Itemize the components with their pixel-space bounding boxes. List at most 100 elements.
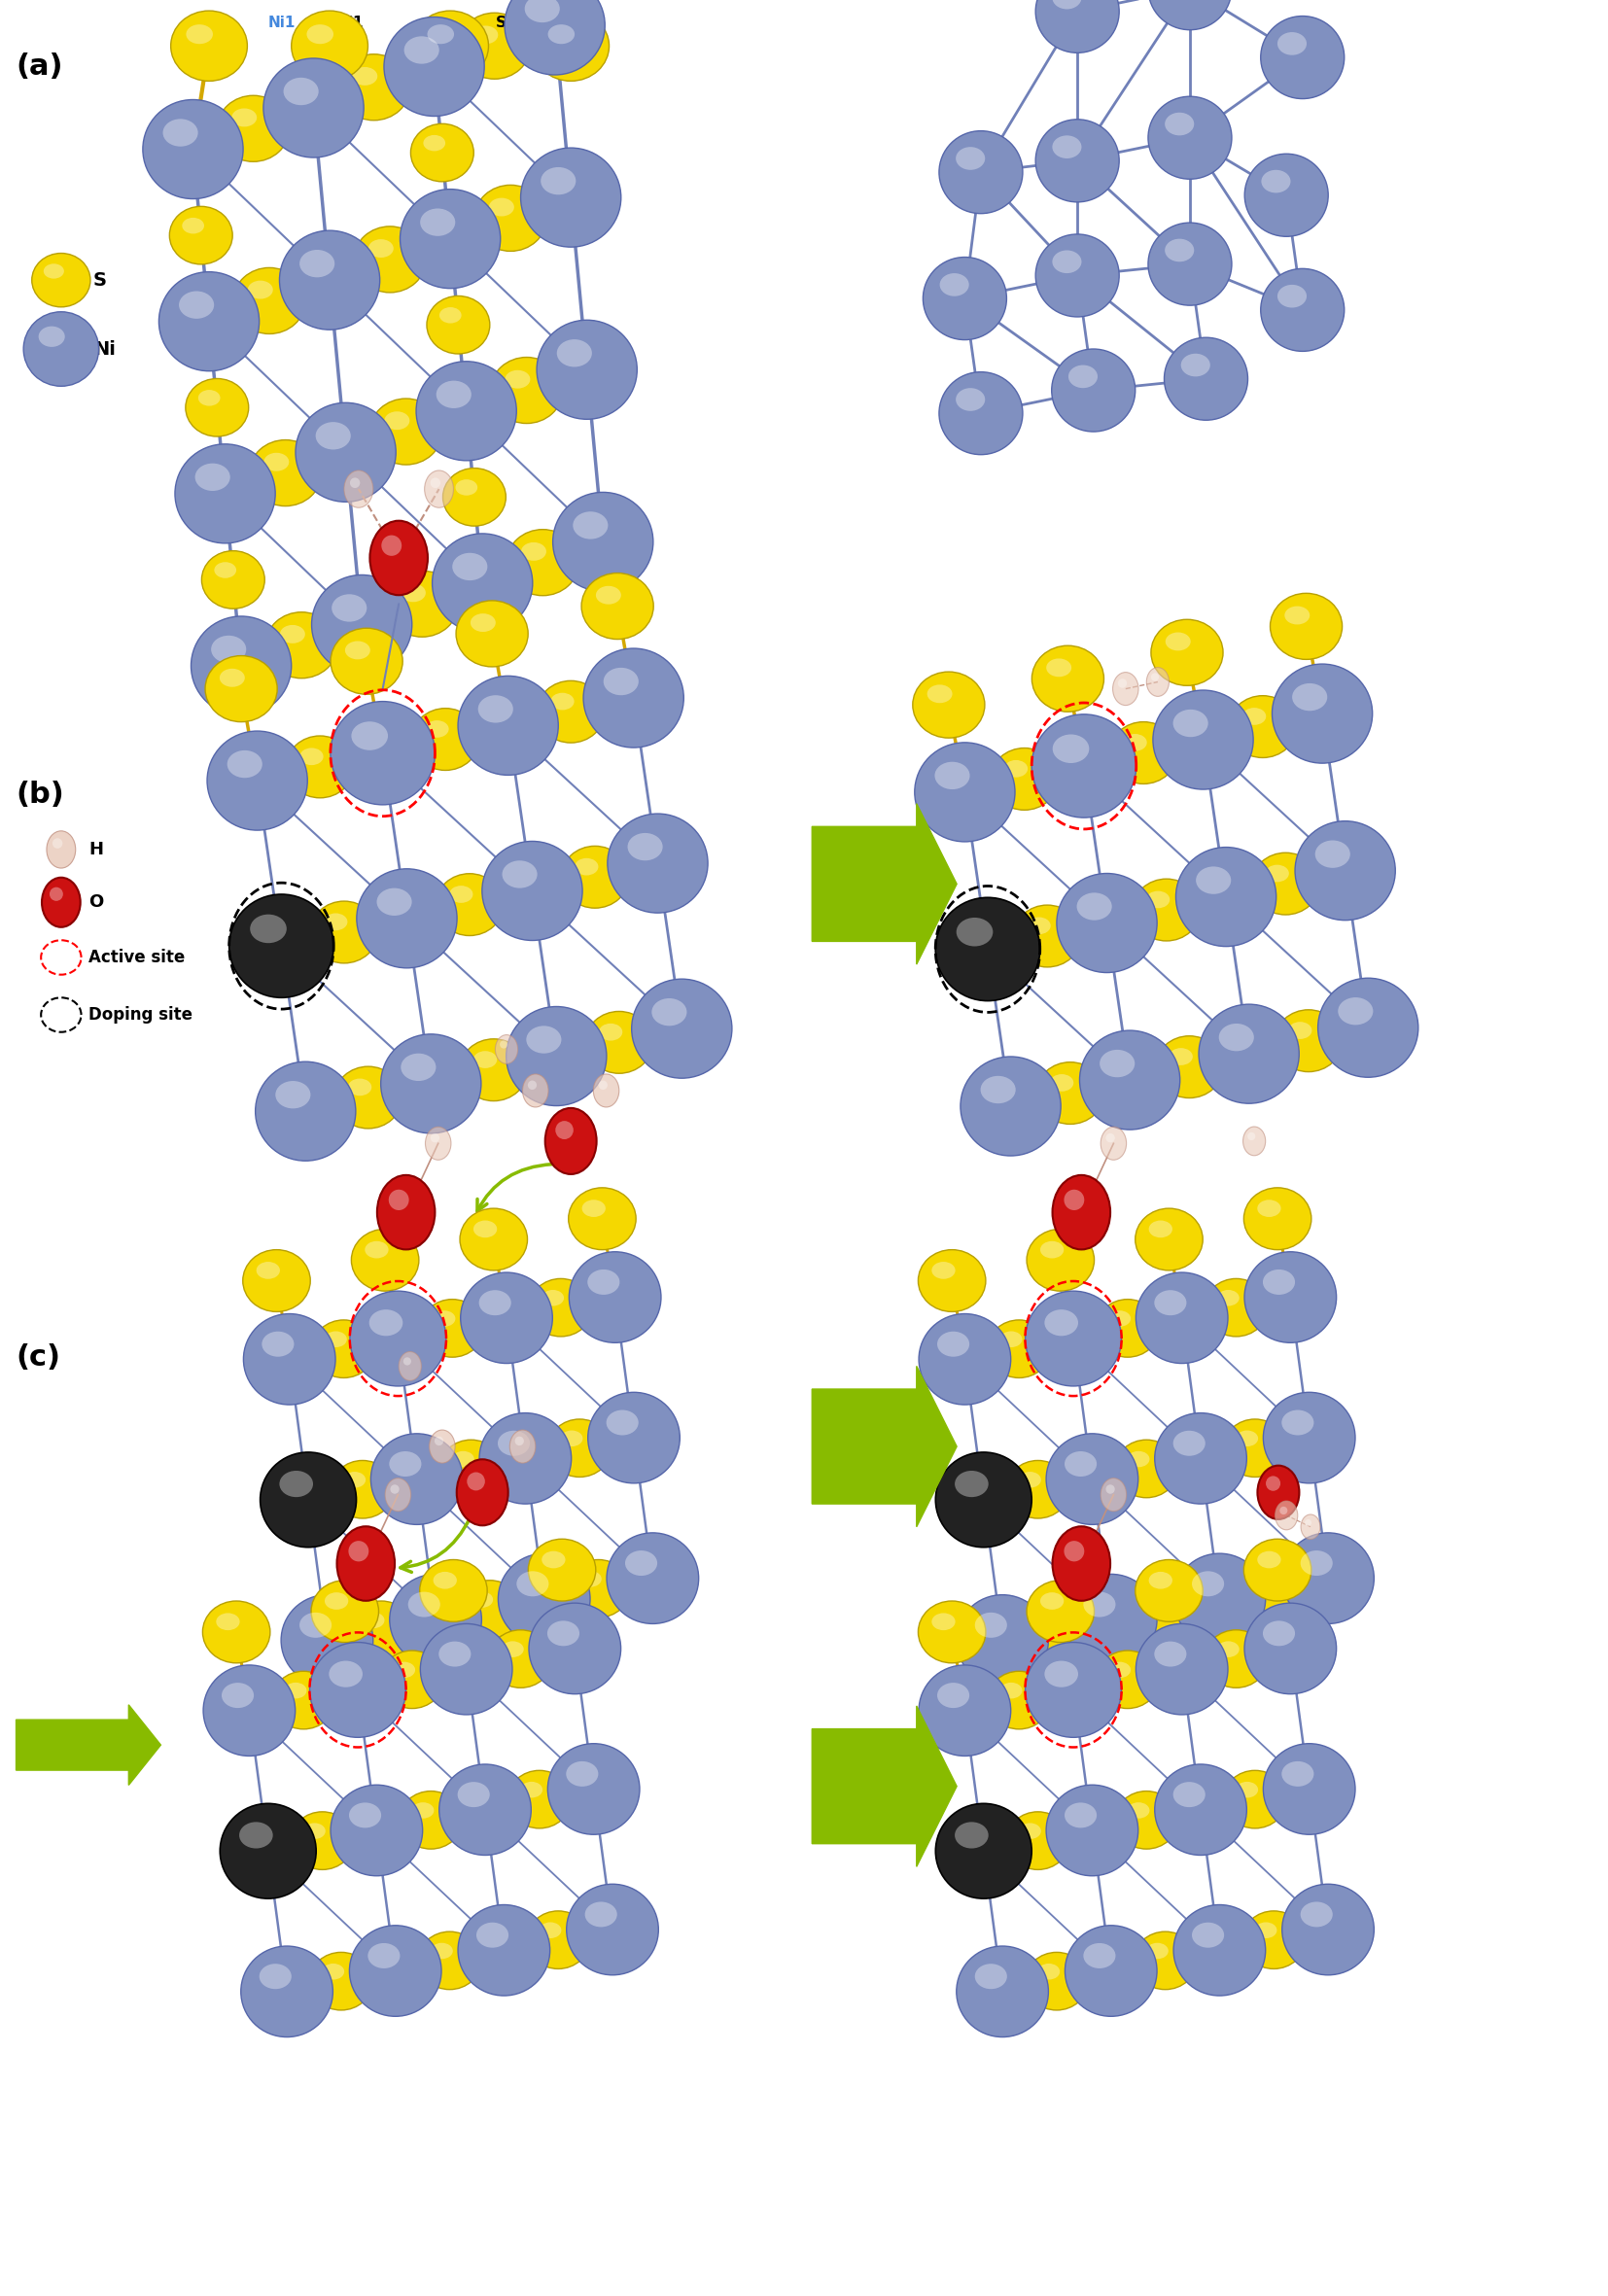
Ellipse shape bbox=[923, 257, 1007, 340]
Ellipse shape bbox=[412, 1802, 434, 1818]
Ellipse shape bbox=[608, 813, 708, 914]
Ellipse shape bbox=[433, 533, 532, 634]
Ellipse shape bbox=[537, 319, 637, 420]
Ellipse shape bbox=[1174, 1906, 1265, 1995]
Ellipse shape bbox=[527, 1538, 597, 1600]
Ellipse shape bbox=[222, 1683, 254, 1708]
Ellipse shape bbox=[408, 1591, 441, 1616]
Ellipse shape bbox=[1037, 1612, 1060, 1628]
Ellipse shape bbox=[582, 574, 653, 638]
Ellipse shape bbox=[957, 918, 992, 946]
Ellipse shape bbox=[1064, 1189, 1084, 1210]
Ellipse shape bbox=[455, 480, 478, 496]
Ellipse shape bbox=[389, 1575, 481, 1665]
Ellipse shape bbox=[331, 629, 402, 693]
Ellipse shape bbox=[178, 292, 214, 319]
Ellipse shape bbox=[632, 978, 732, 1079]
Ellipse shape bbox=[1053, 1176, 1110, 1249]
Ellipse shape bbox=[939, 372, 1023, 455]
Ellipse shape bbox=[272, 1671, 334, 1729]
Ellipse shape bbox=[391, 1486, 399, 1495]
Ellipse shape bbox=[392, 1662, 415, 1678]
Ellipse shape bbox=[370, 521, 428, 595]
Ellipse shape bbox=[566, 1885, 659, 1975]
Ellipse shape bbox=[955, 1472, 989, 1497]
Ellipse shape bbox=[291, 11, 368, 80]
Text: Ni2: Ni2 bbox=[428, 16, 457, 30]
Ellipse shape bbox=[280, 1472, 314, 1497]
Ellipse shape bbox=[568, 1187, 637, 1249]
Ellipse shape bbox=[381, 1651, 444, 1708]
Ellipse shape bbox=[931, 1263, 955, 1279]
Ellipse shape bbox=[420, 209, 455, 236]
Ellipse shape bbox=[376, 889, 412, 916]
Ellipse shape bbox=[585, 1010, 653, 1075]
Ellipse shape bbox=[937, 1332, 970, 1357]
Ellipse shape bbox=[460, 1038, 527, 1102]
Ellipse shape bbox=[249, 441, 322, 505]
Ellipse shape bbox=[275, 1081, 310, 1109]
Ellipse shape bbox=[542, 1552, 566, 1568]
Ellipse shape bbox=[1045, 1660, 1077, 1688]
Ellipse shape bbox=[370, 400, 442, 464]
Ellipse shape bbox=[555, 1120, 574, 1139]
Ellipse shape bbox=[505, 370, 531, 388]
Ellipse shape bbox=[53, 838, 63, 850]
Ellipse shape bbox=[466, 1472, 486, 1490]
Ellipse shape bbox=[304, 1823, 325, 1839]
Ellipse shape bbox=[502, 861, 537, 889]
Ellipse shape bbox=[1198, 1003, 1299, 1104]
Ellipse shape bbox=[426, 296, 490, 354]
Ellipse shape bbox=[553, 491, 653, 592]
Ellipse shape bbox=[479, 1290, 511, 1316]
Ellipse shape bbox=[1155, 1642, 1187, 1667]
Ellipse shape bbox=[1174, 1554, 1265, 1644]
Text: S: S bbox=[93, 271, 106, 289]
Ellipse shape bbox=[1257, 1465, 1299, 1520]
Ellipse shape bbox=[458, 675, 558, 776]
Ellipse shape bbox=[371, 1433, 463, 1525]
Ellipse shape bbox=[299, 250, 334, 278]
Ellipse shape bbox=[1077, 893, 1111, 921]
Ellipse shape bbox=[1114, 1791, 1179, 1848]
Ellipse shape bbox=[955, 147, 986, 170]
Ellipse shape bbox=[1243, 1127, 1265, 1155]
Ellipse shape bbox=[1135, 1559, 1203, 1621]
Ellipse shape bbox=[627, 833, 662, 861]
Ellipse shape bbox=[370, 1309, 402, 1336]
FancyArrow shape bbox=[812, 804, 957, 964]
Ellipse shape bbox=[1261, 269, 1344, 351]
Ellipse shape bbox=[187, 25, 212, 44]
Ellipse shape bbox=[606, 1410, 638, 1435]
Ellipse shape bbox=[1169, 1047, 1193, 1065]
Ellipse shape bbox=[42, 877, 80, 928]
Ellipse shape bbox=[1164, 113, 1195, 135]
Ellipse shape bbox=[354, 227, 426, 292]
Ellipse shape bbox=[433, 1573, 457, 1589]
Ellipse shape bbox=[1147, 1591, 1169, 1607]
Ellipse shape bbox=[344, 471, 373, 507]
Ellipse shape bbox=[974, 1612, 1007, 1637]
Ellipse shape bbox=[203, 1665, 296, 1756]
Ellipse shape bbox=[351, 1600, 413, 1658]
Ellipse shape bbox=[1151, 673, 1159, 682]
Ellipse shape bbox=[579, 1570, 601, 1587]
Ellipse shape bbox=[1148, 1221, 1172, 1238]
Ellipse shape bbox=[1019, 1823, 1040, 1839]
Ellipse shape bbox=[1084, 1591, 1116, 1616]
Ellipse shape bbox=[421, 1300, 484, 1357]
Ellipse shape bbox=[489, 1630, 552, 1688]
Ellipse shape bbox=[458, 1782, 490, 1807]
Ellipse shape bbox=[260, 1453, 357, 1548]
Ellipse shape bbox=[368, 1942, 400, 1968]
Ellipse shape bbox=[1106, 1486, 1114, 1495]
Ellipse shape bbox=[561, 1430, 582, 1446]
Ellipse shape bbox=[1315, 840, 1351, 868]
Ellipse shape bbox=[928, 684, 952, 703]
Ellipse shape bbox=[352, 67, 378, 85]
Ellipse shape bbox=[498, 1430, 531, 1456]
Ellipse shape bbox=[233, 269, 306, 333]
Ellipse shape bbox=[357, 868, 457, 969]
Ellipse shape bbox=[500, 1040, 508, 1049]
Ellipse shape bbox=[286, 735, 354, 799]
